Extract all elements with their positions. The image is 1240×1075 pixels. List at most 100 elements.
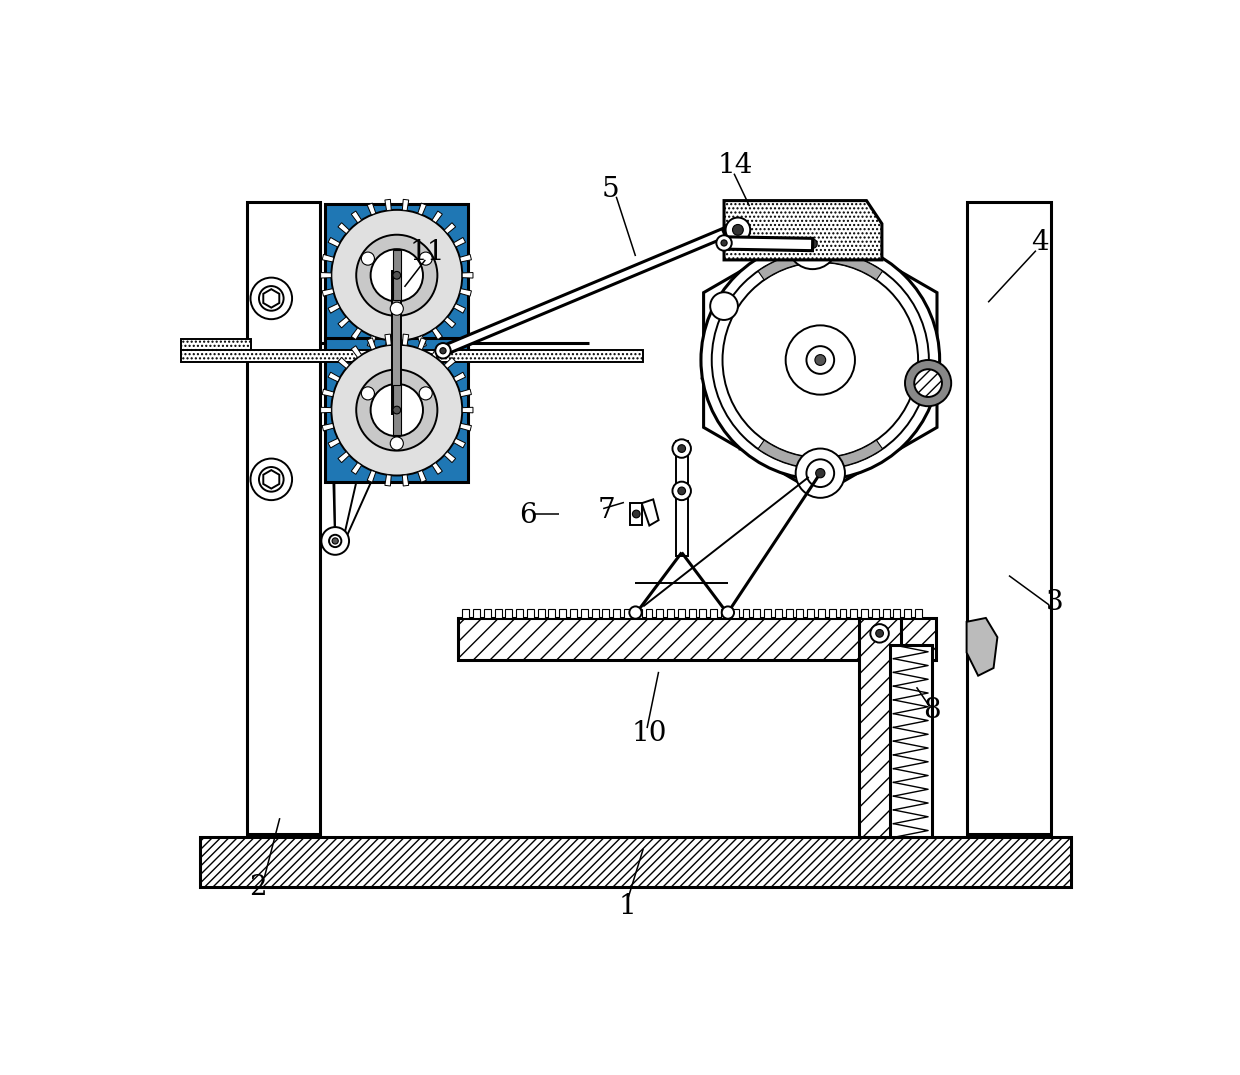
- Bar: [754, 608, 760, 618]
- Circle shape: [371, 384, 423, 436]
- Circle shape: [701, 241, 940, 479]
- Circle shape: [816, 469, 825, 477]
- Polygon shape: [460, 289, 471, 297]
- Circle shape: [717, 235, 732, 250]
- Polygon shape: [322, 424, 334, 431]
- Polygon shape: [454, 238, 465, 247]
- Circle shape: [678, 445, 686, 453]
- Bar: [861, 608, 868, 618]
- Text: 8: 8: [923, 697, 941, 723]
- Bar: [828, 608, 836, 618]
- Polygon shape: [432, 346, 443, 358]
- Circle shape: [419, 387, 433, 400]
- Bar: [559, 608, 567, 618]
- Circle shape: [391, 436, 403, 450]
- Circle shape: [356, 234, 438, 316]
- Circle shape: [725, 217, 750, 242]
- Circle shape: [787, 220, 837, 269]
- Bar: [484, 608, 491, 618]
- Bar: [786, 608, 792, 618]
- Polygon shape: [967, 618, 997, 676]
- Polygon shape: [460, 255, 471, 262]
- Circle shape: [321, 527, 350, 555]
- Polygon shape: [444, 317, 455, 328]
- Bar: [904, 608, 911, 618]
- Text: 3: 3: [1047, 589, 1064, 616]
- Bar: [743, 608, 749, 618]
- Polygon shape: [339, 452, 350, 462]
- Bar: [678, 608, 684, 618]
- Bar: [764, 608, 771, 618]
- Circle shape: [786, 326, 854, 395]
- Polygon shape: [351, 462, 362, 474]
- Polygon shape: [418, 335, 427, 347]
- Bar: [851, 608, 857, 618]
- Circle shape: [711, 292, 738, 320]
- Polygon shape: [329, 439, 340, 448]
- Polygon shape: [418, 338, 427, 349]
- Bar: [603, 608, 609, 618]
- Polygon shape: [322, 255, 334, 262]
- Circle shape: [356, 370, 438, 450]
- Polygon shape: [460, 424, 471, 431]
- Bar: [516, 608, 523, 618]
- Bar: [883, 608, 889, 618]
- Text: 14: 14: [718, 153, 753, 180]
- Circle shape: [632, 511, 640, 518]
- Bar: [325, 203, 469, 347]
- Bar: [646, 608, 652, 618]
- Text: 6: 6: [518, 502, 537, 529]
- Polygon shape: [263, 289, 279, 307]
- Bar: [732, 608, 739, 618]
- Polygon shape: [329, 303, 340, 313]
- Bar: [393, 250, 401, 300]
- Bar: [688, 608, 696, 618]
- Polygon shape: [329, 238, 340, 247]
- Bar: [459, 618, 936, 660]
- Bar: [181, 340, 250, 355]
- Circle shape: [808, 239, 817, 248]
- Circle shape: [393, 406, 401, 414]
- Circle shape: [799, 231, 826, 258]
- Bar: [201, 837, 1070, 888]
- Polygon shape: [321, 407, 331, 413]
- Polygon shape: [444, 358, 455, 369]
- Polygon shape: [441, 229, 725, 355]
- Bar: [570, 608, 577, 618]
- Circle shape: [806, 346, 835, 374]
- Bar: [839, 608, 847, 618]
- Bar: [807, 608, 815, 618]
- Circle shape: [331, 210, 463, 341]
- Bar: [393, 385, 401, 435]
- Circle shape: [391, 302, 403, 315]
- Polygon shape: [641, 500, 658, 526]
- Bar: [613, 608, 620, 618]
- Polygon shape: [351, 346, 362, 358]
- Circle shape: [419, 252, 433, 266]
- Bar: [548, 608, 556, 618]
- Polygon shape: [418, 471, 427, 483]
- Polygon shape: [703, 226, 937, 494]
- Polygon shape: [724, 201, 882, 260]
- Circle shape: [720, 240, 727, 246]
- Bar: [720, 608, 728, 618]
- Bar: [325, 339, 469, 482]
- Polygon shape: [432, 462, 443, 474]
- Circle shape: [712, 252, 929, 469]
- Bar: [472, 608, 480, 618]
- Bar: [527, 608, 534, 618]
- Circle shape: [329, 534, 341, 547]
- Polygon shape: [444, 223, 455, 233]
- Polygon shape: [402, 340, 409, 352]
- Bar: [676, 441, 688, 557]
- Polygon shape: [367, 338, 376, 349]
- Polygon shape: [384, 199, 392, 211]
- Circle shape: [630, 606, 641, 619]
- Circle shape: [259, 286, 284, 311]
- Bar: [711, 608, 717, 618]
- Polygon shape: [454, 303, 465, 313]
- Bar: [967, 202, 1052, 833]
- Bar: [630, 503, 642, 525]
- Text: 10: 10: [631, 720, 667, 747]
- Bar: [915, 608, 921, 618]
